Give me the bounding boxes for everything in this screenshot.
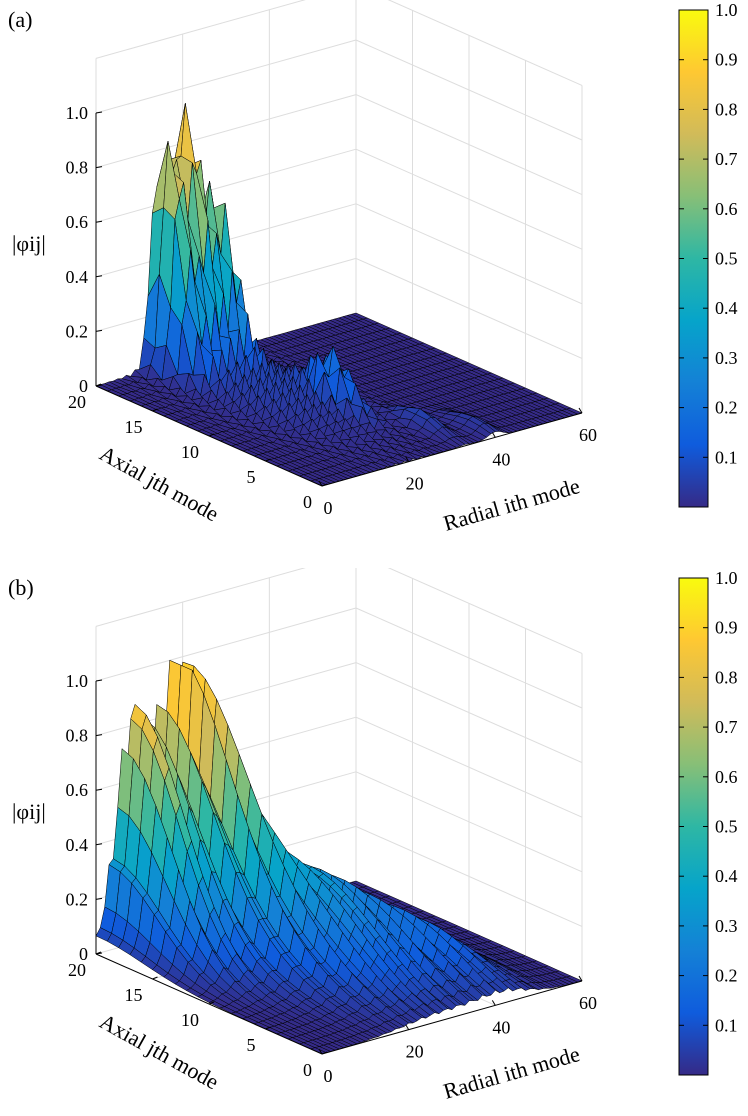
colorbar-tick-label: 1.0 [715,568,738,588]
y-tick-label: 0 [303,492,312,512]
colorbar-tick-label: 0.1 [715,1015,738,1035]
colorbar-tick-label: 0.7 [715,717,738,737]
x-tick-label: 0 [324,1066,333,1086]
y-axis-label: Axial jth mode [96,441,224,527]
colorbar-tick-label: 0.1 [715,447,738,467]
x-tick-label: 0 [324,498,333,518]
z-tick-label: 1.0 [66,671,89,691]
x-tick-label: 40 [492,1017,510,1037]
y-tick-label: 5 [247,467,256,487]
x-tick-label: 20 [406,474,424,494]
colorbar-tick-label: 0.2 [715,966,738,986]
y-tick-label: 10 [181,1010,199,1030]
colorbar-tick-label: 0.5 [715,817,738,837]
z-tick-label: 0 [79,944,88,964]
colorbar-tick-label: 0.8 [715,99,738,119]
colorbar-tick-label: 1.0 [715,0,738,20]
z-tick-label: 0 [79,376,88,396]
x-axis-label: Radial ith mode [440,473,582,536]
colorbar-tick-label: 0.6 [715,767,738,787]
x-tick-label: 60 [579,425,597,445]
y-tick-label: 0 [303,1060,312,1080]
z-tick-label: 0.2 [66,321,89,341]
x-tick-label: 60 [579,993,597,1013]
colorbar-tick-label: 0.9 [715,50,738,70]
z-tick-label: 0.4 [66,835,89,855]
z-tick-label: 0.2 [66,889,89,909]
surface-plot-b: (b)00.20.40.60.81.0051015200204060|φij|A… [8,568,738,1104]
colorbar-tick-label: 0.3 [715,348,738,368]
colorbar-tick-label: 0.6 [715,199,738,219]
axes [95,111,583,487]
colorbar-tick-label: 0.2 [715,398,738,418]
x-tick-label: 20 [406,1042,424,1062]
z-axis-label: |φij| [12,231,46,256]
x-tick-label: 40 [492,449,510,469]
panel-a: (a) 0 0.2 0.4 0.6 0.8 1.0 0 5 10 15 20 0 20 40 60 |φij| A… [0,0,748,548]
y-tick-label: 15 [125,417,143,437]
panel-label: (a) [8,7,32,32]
panel-b: (b) 0 0.2 0.4 0.6 0.8 1.0 0 5 10 15 20 0 20 40 60 |φij| A… [0,568,748,1116]
y-tick-label: 20 [68,960,86,980]
surface-mesh [95,103,583,487]
surface-plot-a: (a)00.20.40.60.81.0051015200204060|φij|A… [8,0,738,536]
x-axis-label: Radial ith mode [440,1041,582,1104]
z-tick-label: 0.6 [66,780,89,800]
surface-mesh [95,659,583,1055]
y-tick-label: 20 [68,392,86,412]
colorbar-tick-label: 0.4 [715,298,738,318]
z-tick-label: 0.6 [66,212,89,232]
colorbar-tick-label: 0.9 [715,618,738,638]
z-tick-label: 0.8 [66,158,89,178]
z-axis-label: |φij| [12,799,46,824]
y-tick-label: 10 [181,442,199,462]
colorbar-tick-label: 0.7 [715,149,738,169]
y-axis-label: Axial jth mode [96,1009,224,1095]
y-tick-label: 5 [247,1035,256,1055]
colorbar-tick-label: 0.4 [715,866,738,886]
z-tick-label: 1.0 [66,103,89,123]
panel-label: (b) [8,575,34,600]
axes [95,679,583,1055]
z-tick-label: 0.8 [66,726,89,746]
colorbar-tick-label: 0.5 [715,249,738,269]
colorbar-tick-label: 0.3 [715,916,738,936]
z-tick-label: 0.4 [66,267,89,287]
y-tick-label: 15 [125,985,143,1005]
colorbar-tick-label: 0.8 [715,667,738,687]
